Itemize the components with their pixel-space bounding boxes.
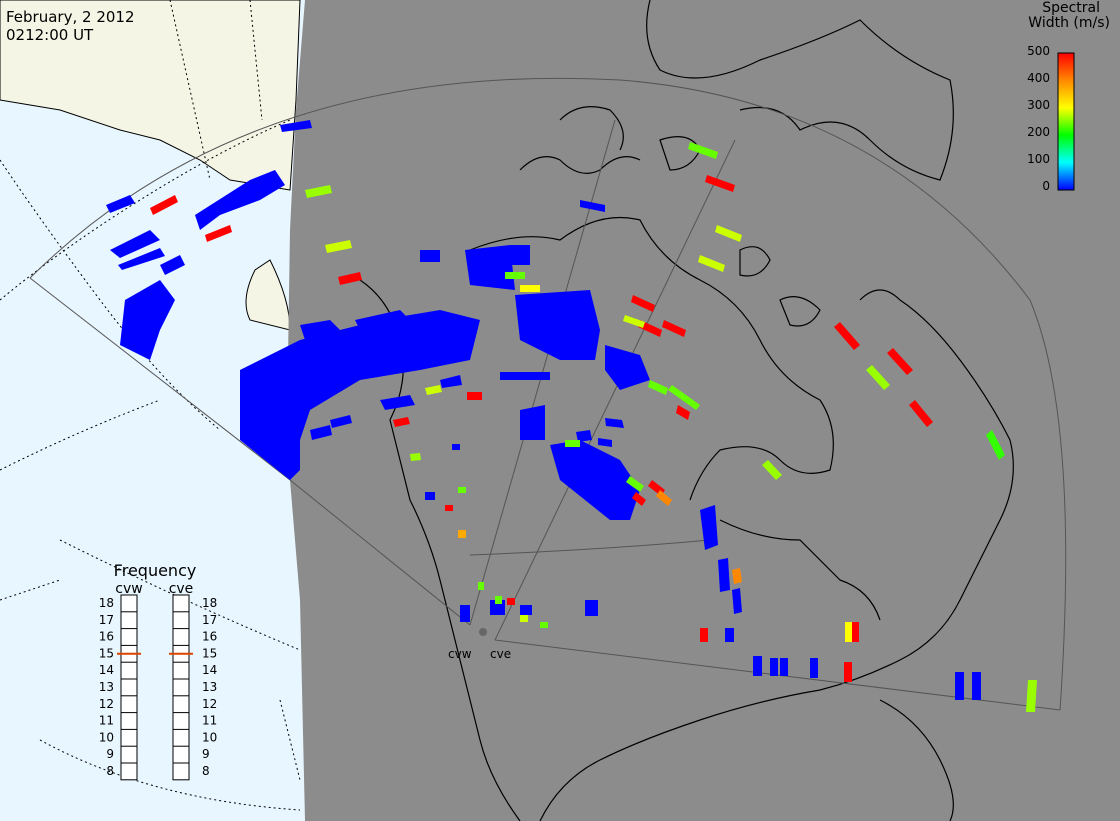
frequency-level-label: 8	[202, 764, 210, 778]
frequency-level-label: 10	[99, 730, 114, 744]
colorbar-tick: 200	[1027, 125, 1050, 139]
frequency-column	[172, 594, 190, 781]
colorbar-tick: 0	[1042, 179, 1050, 193]
radar-label-cve: cve	[490, 647, 511, 661]
frequency-level-label: 18	[202, 596, 217, 610]
frequency-level-label: 12	[202, 697, 217, 711]
frequency-level-label: 18	[99, 596, 114, 610]
time-label: 0212:00 UT	[6, 26, 94, 44]
frequency-boxes	[120, 594, 190, 781]
frequency-level-label: 13	[202, 680, 217, 694]
frequency-level-label: 9	[202, 747, 210, 761]
radar-label-cvw: cvw	[448, 647, 472, 661]
frequency-level-label: 15	[99, 646, 114, 660]
scatter-cells-colored	[150, 142, 1037, 712]
colorbar-gradient	[1057, 52, 1075, 191]
frequency-level-label: 14	[202, 663, 217, 677]
frequency-level-label: 13	[99, 680, 114, 694]
colorbar-tick: 500	[1027, 44, 1050, 58]
frequency-labels: 18 18 17 17 16 16 15 15 14 14 13 13 12 12 11 11 10 10 9 9 8 8	[99, 596, 218, 778]
frequency-title: Frequency	[114, 561, 197, 580]
colorbar-title-1: Spectral	[1042, 0, 1100, 16]
colorbar-title-2: Width (m/s)	[1028, 15, 1110, 31]
frequency-level-label: 16	[99, 630, 114, 644]
frequency-level-label: 15	[202, 646, 217, 660]
colorbar-tick: 400	[1027, 71, 1050, 85]
date-label: February, 2 2012	[6, 8, 135, 26]
frequency-radar-cvw: cvw	[115, 581, 142, 597]
frequency-level-label: 12	[99, 697, 114, 711]
scatter-cells	[106, 120, 981, 700]
night-shade	[288, 0, 1120, 821]
frequency-level-label: 10	[202, 730, 217, 744]
frequency-level-label: 17	[202, 613, 217, 627]
frequency-panel: Frequency cvw cve 18 18 17 17 16 16 15 15 14 14 13…	[99, 561, 218, 781]
frequency-level-label: 8	[106, 764, 114, 778]
radar-sites: cvw cve	[448, 628, 511, 661]
frequency-level-label: 9	[106, 747, 114, 761]
daylight-land	[0, 0, 301, 191]
frequency-level-label: 11	[202, 714, 217, 728]
daylight-island	[245, 259, 291, 331]
frequency-level-label: 14	[99, 663, 114, 677]
frequency-radar-cve: cve	[169, 581, 194, 597]
colorbar-tick: 300	[1027, 98, 1050, 112]
frequency-level-label: 11	[99, 714, 114, 728]
frequency-column	[120, 594, 138, 781]
colorbar: Spectral Width (m/s) 500 400 300 200 100…	[1027, 0, 1110, 193]
radar-site-marker	[479, 628, 487, 636]
frequency-level-label: 17	[99, 613, 114, 627]
frequency-level-label: 16	[202, 630, 217, 644]
colorbar-tick: 100	[1027, 152, 1050, 166]
